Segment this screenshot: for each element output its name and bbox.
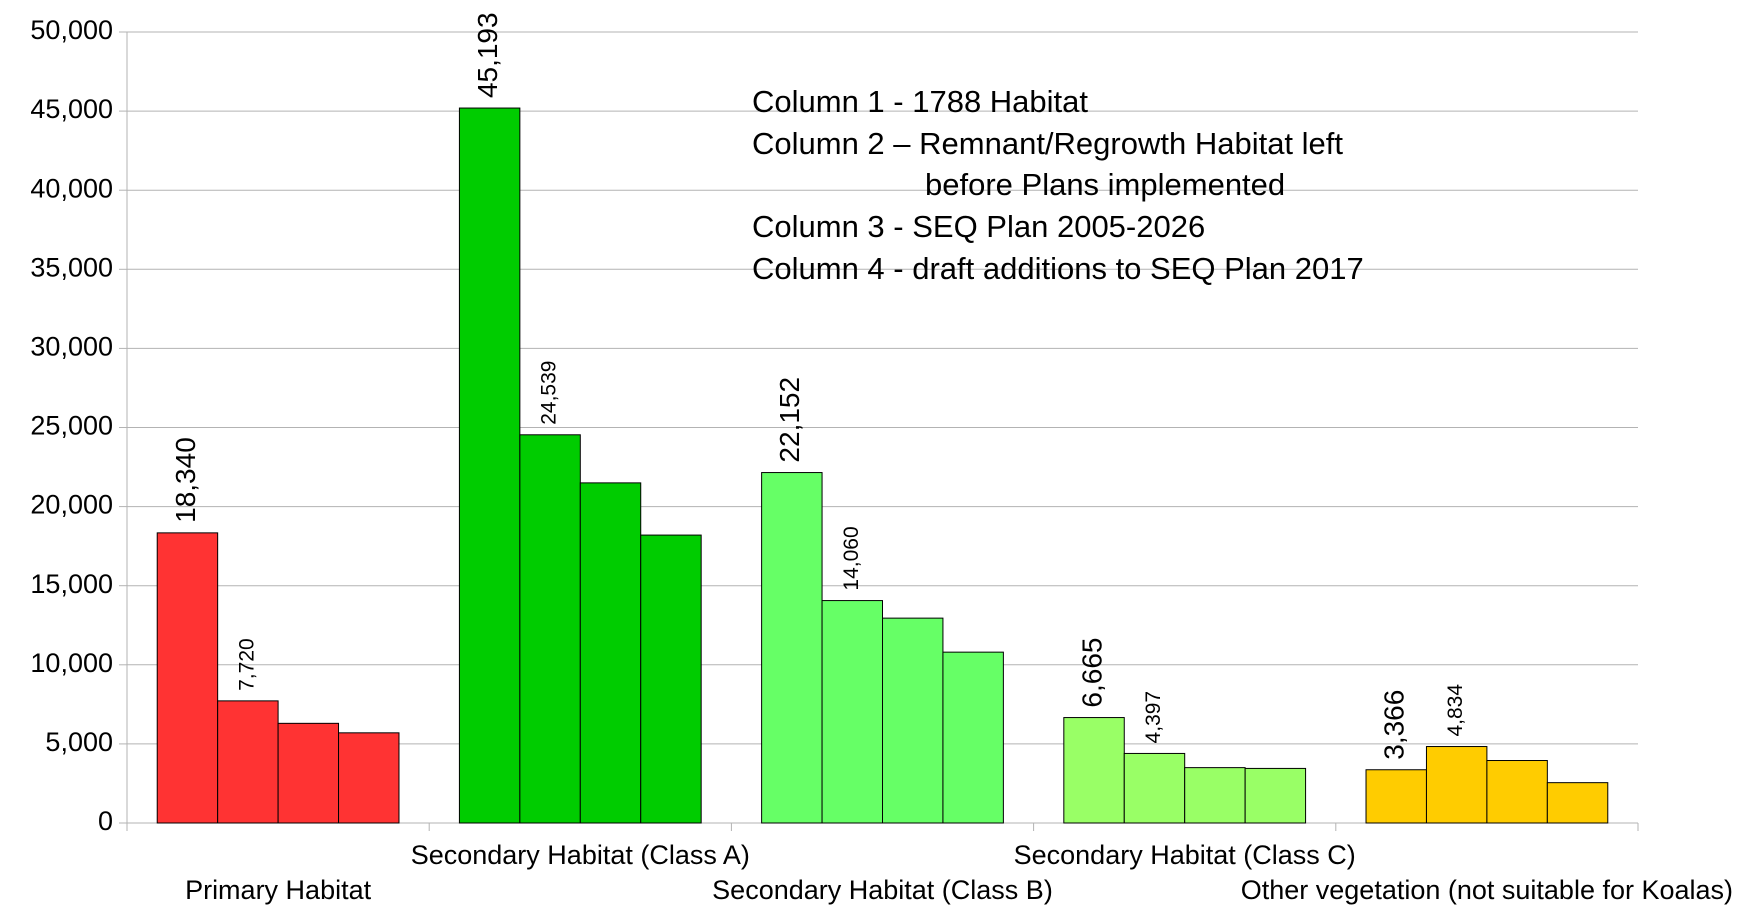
y-tick-label: 50,000 (30, 15, 113, 45)
x-tick-label: Primary Habitat (185, 875, 372, 905)
bar (1486, 760, 1548, 824)
data-label: 24,539 (538, 361, 561, 425)
bar (1244, 767, 1307, 824)
y-tick-label: 40,000 (30, 173, 113, 203)
data-label: 14,060 (840, 526, 863, 590)
data-label: 45,193 (472, 12, 503, 98)
annotation-line: Column 4 - draft additions to SEQ Plan 2… (752, 251, 1364, 286)
data-label: 4,834 (1444, 684, 1467, 737)
bar (579, 482, 642, 824)
y-tick-label: 45,000 (30, 94, 113, 124)
bar (338, 732, 400, 824)
data-label: 3,366 (1379, 690, 1410, 760)
bar (1063, 717, 1125, 824)
annotation-line: Column 3 - SEQ Plan 2005-2026 (752, 209, 1205, 244)
y-tick-label: 0 (98, 806, 113, 836)
y-tick-label: 10,000 (30, 648, 113, 678)
y-tick-label: 30,000 (30, 332, 113, 362)
data-label: 18,340 (170, 437, 201, 523)
y-tick-label: 20,000 (30, 490, 113, 520)
bar (458, 107, 521, 824)
bar (1184, 767, 1246, 824)
annotation-line: Column 2 – Remnant/Regrowth Habitat left (752, 126, 1343, 161)
data-label: 6,665 (1076, 637, 1107, 707)
annotation: Column 1 - 1788 Habitat Column 2 – Remna… (752, 84, 1364, 286)
bar (1365, 769, 1427, 824)
y-tick-label: 25,000 (30, 411, 113, 441)
data-label: 7,720 (235, 638, 258, 691)
annotation-line: Column 1 - 1788 Habitat (752, 84, 1088, 119)
bar (1425, 746, 1488, 824)
x-tick-label: Secondary Habitat (Class C) (1014, 840, 1356, 870)
bar (1123, 752, 1186, 824)
plot: 0 5,000 10,000 15,000 20,000 25,000 30,000 35,0… (30, 12, 1733, 905)
annotation-line: before Plans implemented (925, 167, 1285, 202)
y-tick-label: 35,000 (30, 252, 113, 282)
bar (942, 651, 1004, 824)
x-tick-label: Other vegetation (not suitable for Koala… (1241, 875, 1733, 905)
bar (640, 534, 702, 824)
data-label: 4,397 (1142, 691, 1165, 744)
x-tick-label: Secondary Habitat (Class A) (411, 840, 750, 870)
x-tick-label: Secondary Habitat (Class B) (712, 875, 1053, 905)
y-tick-label: 5,000 (45, 727, 113, 757)
data-label: 22,152 (774, 377, 805, 463)
bar (761, 472, 823, 824)
bar (821, 600, 883, 824)
bar (156, 532, 219, 824)
bar (1546, 782, 1609, 824)
bar (882, 617, 944, 824)
y-tick-label: 15,000 (30, 569, 113, 599)
bar (277, 722, 340, 824)
bar (217, 700, 279, 824)
bar (519, 434, 581, 824)
